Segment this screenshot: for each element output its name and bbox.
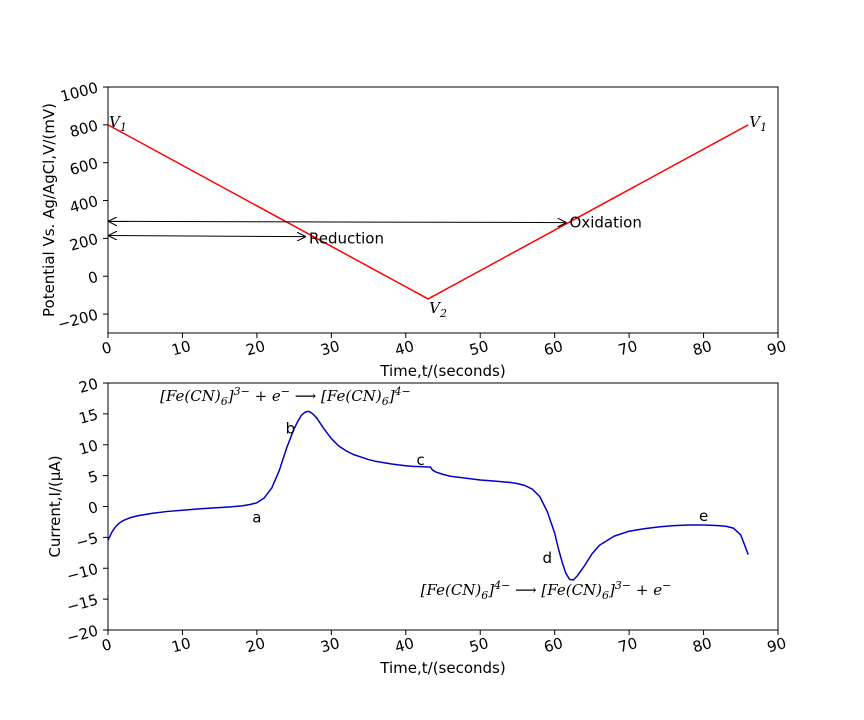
y-tick-label: 0 bbox=[86, 498, 100, 518]
annotation-arrow bbox=[109, 221, 566, 222]
vertex-label: V1 bbox=[109, 113, 127, 134]
y-tick-label: 400 bbox=[68, 192, 100, 217]
y-axis-label: Current,I/(μA) bbox=[46, 455, 64, 557]
y-tick-label: −10 bbox=[65, 560, 100, 586]
y-tick-label: 10 bbox=[77, 436, 100, 458]
reaction-equation-oxidation: [Fe(CN)6]4− ⟶ [Fe(CN)6]3− + e− bbox=[421, 579, 672, 602]
x-tick-label: 0 bbox=[100, 635, 114, 655]
y-tick-label: 1000 bbox=[58, 78, 100, 105]
equation-segment: + e bbox=[631, 581, 662, 599]
x-tick-label: 60 bbox=[542, 634, 565, 656]
equation-segment: ] bbox=[227, 387, 234, 405]
peak-label: a bbox=[252, 509, 261, 527]
x-tick-label: 10 bbox=[170, 634, 193, 656]
vertex-label-subscript: 2 bbox=[439, 307, 447, 320]
vertex-label-subscript: 1 bbox=[120, 121, 127, 134]
current-series-line bbox=[107, 410, 749, 581]
x-tick-label: 30 bbox=[318, 337, 341, 359]
equation-segment: + e bbox=[250, 387, 281, 405]
x-tick-label: 90 bbox=[765, 634, 788, 656]
peak-label: d bbox=[542, 549, 552, 567]
y-tick-label: 600 bbox=[68, 154, 100, 179]
equation-segment: 6 bbox=[382, 395, 389, 408]
equation-segment: 3− bbox=[234, 385, 250, 398]
y-tick-label: 800 bbox=[68, 116, 100, 141]
equation-segment: ⟶ [Fe(CN) bbox=[510, 581, 602, 599]
x-tick-label: 60 bbox=[542, 337, 565, 359]
equation-segment: 6 bbox=[221, 395, 228, 408]
y-tick-label: 200 bbox=[68, 230, 100, 255]
equation-segment: 3− bbox=[615, 579, 631, 592]
x-axis-label: Time,t/(seconds) bbox=[379, 362, 505, 380]
x-tick-label: 70 bbox=[616, 337, 639, 359]
x-tick-label: 10 bbox=[170, 337, 193, 359]
x-tick-label: 0 bbox=[100, 338, 114, 358]
y-tick-label: −20 bbox=[65, 621, 100, 647]
potential-series-line bbox=[107, 124, 749, 300]
vertex-label-subscript: 1 bbox=[760, 121, 767, 134]
current-chart: 0 10 20 30 40 50 60 70 80 90 −20 −15 −10 −5 0 5 10 15 20 Ti… bbox=[46, 374, 788, 677]
x-tick-label: 80 bbox=[691, 337, 714, 359]
x-tick-label: 20 bbox=[244, 337, 267, 359]
equation-segment: [Fe(CN) bbox=[421, 581, 482, 599]
vertex-label-text: V bbox=[749, 113, 762, 131]
equation-segment: ] bbox=[388, 387, 395, 405]
x-tick-label: 20 bbox=[244, 634, 267, 656]
annotation-arrow bbox=[109, 236, 305, 237]
y-tick-label: 20 bbox=[77, 374, 100, 396]
potential-chart: 0 10 20 30 40 50 60 70 80 90−20002004006008001000… bbox=[40, 78, 788, 380]
x-tick-label: 90 bbox=[765, 337, 788, 359]
y-tick-label: 15 bbox=[77, 405, 100, 427]
y-tick-label: 0 bbox=[86, 268, 100, 288]
equation-segment: [Fe(CN) bbox=[160, 387, 221, 405]
x-tick-label: 50 bbox=[467, 634, 490, 656]
peak-label: c bbox=[417, 451, 425, 469]
vertex-label: V1 bbox=[749, 113, 767, 134]
equation-segment: ] bbox=[608, 581, 615, 599]
equation-segment: − bbox=[662, 579, 671, 592]
equation-segment: 6 bbox=[602, 589, 609, 602]
x-tick-label: 40 bbox=[393, 634, 416, 656]
x-tick-label: 30 bbox=[318, 634, 341, 656]
y-axis-label: Potential Vs. Ag/AgCl,V/(mV) bbox=[40, 103, 58, 317]
y-tick-label: −15 bbox=[65, 591, 100, 617]
peak-label: b bbox=[286, 420, 296, 438]
x-tick-label: 70 bbox=[616, 634, 639, 656]
equation-segment: ⟶ [Fe(CN) bbox=[290, 387, 382, 405]
vertex-label: V2 bbox=[429, 299, 447, 320]
vertex-label-text: V bbox=[109, 113, 122, 131]
equation-segment: 4− bbox=[493, 579, 510, 592]
x-axis-label: Time,t/(seconds) bbox=[379, 659, 505, 677]
y-tick-label: −200 bbox=[56, 306, 100, 334]
plot-frame bbox=[107, 86, 779, 334]
equation-segment: ] bbox=[487, 581, 494, 599]
y-tick-label: −5 bbox=[74, 529, 100, 552]
annotation-label: Reduction bbox=[309, 230, 384, 248]
x-tick-label: 80 bbox=[691, 634, 714, 656]
vertex-label-text: V bbox=[429, 299, 442, 317]
reaction-equation-reduction: [Fe(CN)6]3− + e− ⟶ [Fe(CN)6]4− bbox=[160, 385, 411, 408]
x-tick-label: 50 bbox=[467, 337, 490, 359]
equation-segment: − bbox=[281, 385, 290, 398]
equation-segment: 6 bbox=[481, 589, 488, 602]
x-tick-label: 40 bbox=[393, 337, 416, 359]
annotation-label: Oxidation bbox=[570, 214, 642, 232]
y-tick-label: 5 bbox=[86, 467, 100, 487]
equation-segment: 4− bbox=[394, 385, 411, 398]
peak-label: e bbox=[699, 507, 708, 525]
